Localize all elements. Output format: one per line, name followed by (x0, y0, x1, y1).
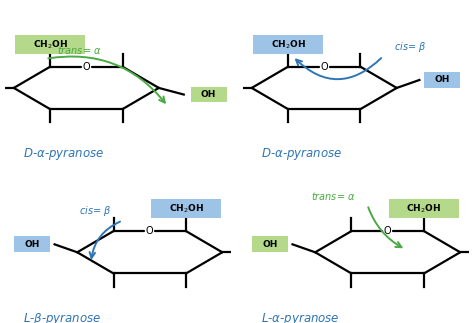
FancyBboxPatch shape (253, 35, 323, 54)
FancyBboxPatch shape (252, 236, 288, 252)
Text: $D$-$\alpha$-pyranose: $D$-$\alpha$-pyranose (23, 146, 104, 162)
Text: CH$_2$OH: CH$_2$OH (33, 38, 67, 50)
FancyBboxPatch shape (424, 72, 460, 88)
Text: CH$_2$OH: CH$_2$OH (407, 203, 441, 215)
Text: OH: OH (434, 76, 450, 85)
Text: cis= $\beta$: cis= $\beta$ (394, 39, 427, 54)
Text: O: O (146, 226, 154, 236)
FancyBboxPatch shape (191, 87, 227, 102)
Text: $D$-$\alpha$-pyranose: $D$-$\alpha$-pyranose (261, 146, 342, 162)
Text: O: O (320, 62, 328, 72)
FancyBboxPatch shape (15, 35, 85, 54)
Text: $L$-$\alpha$-pyranose: $L$-$\alpha$-pyranose (261, 310, 339, 323)
Text: O: O (384, 226, 392, 236)
Text: CH$_2$OH: CH$_2$OH (169, 203, 203, 215)
Text: trans= $\alpha$: trans= $\alpha$ (57, 44, 101, 56)
Text: OH: OH (262, 240, 278, 249)
Text: O: O (82, 62, 90, 72)
Text: trans= $\alpha$: trans= $\alpha$ (311, 190, 356, 202)
FancyBboxPatch shape (151, 199, 221, 218)
Text: OH: OH (201, 90, 216, 99)
Text: $L$-$\beta$-pyranose: $L$-$\beta$-pyranose (23, 310, 101, 323)
Text: OH: OH (24, 240, 40, 249)
FancyBboxPatch shape (389, 199, 459, 218)
Text: CH$_2$OH: CH$_2$OH (271, 38, 305, 50)
FancyBboxPatch shape (14, 236, 50, 252)
Text: cis= $\beta$: cis= $\beta$ (79, 204, 111, 218)
